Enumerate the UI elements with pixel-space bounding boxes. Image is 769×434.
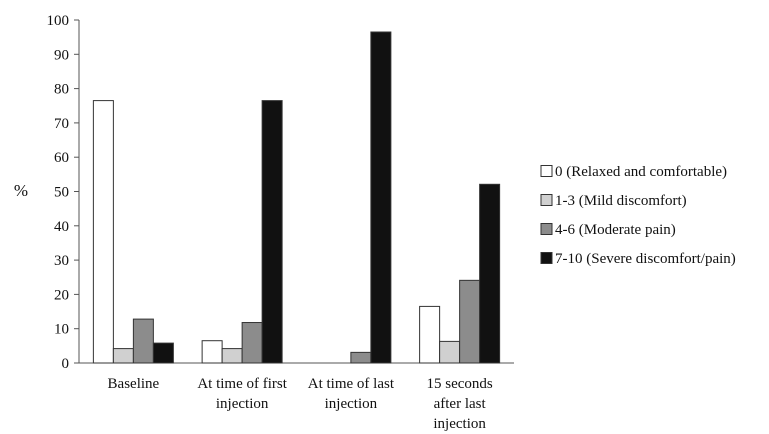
legend-swatch: [540, 223, 553, 235]
bars-group: [92, 31, 501, 364]
bar-3-0: [419, 305, 441, 364]
y-tick-label: 10: [54, 322, 69, 338]
y-axis-label: %: [14, 181, 28, 200]
bar-3-2: [459, 279, 481, 364]
y-tick-label: 60: [54, 150, 69, 166]
bar-3-3: [479, 183, 501, 364]
legend-swatch: [540, 165, 553, 177]
y-tick-label: 80: [54, 82, 69, 98]
bar-2-2: [350, 351, 372, 364]
bar-1-0: [201, 340, 223, 364]
y-tick-label: 70: [54, 116, 69, 132]
axes-group: [74, 19, 514, 364]
y-tick-label: 90: [54, 47, 69, 63]
legend-swatch: [540, 252, 553, 264]
x-category-label: At time of first: [197, 376, 287, 392]
labels-group: 0 10 20 30 40 50 60 70 80 90 100% Baseline At time o…: [14, 13, 493, 432]
bar-0-2: [132, 318, 154, 364]
bar-1-3: [261, 100, 283, 364]
legend-label: 0 (Relaxed and comfortable): [555, 164, 727, 180]
bar-2-3: [370, 31, 392, 364]
bar-0-1: [112, 348, 134, 364]
y-tick-label: 50: [54, 185, 69, 201]
legend-label: 4-6 (Moderate pain): [555, 222, 676, 238]
y-tick-label: 0: [62, 356, 70, 372]
x-category-label: injection: [325, 396, 378, 412]
legend: 0 (Relaxed and comfortable) 1-3 (Mild dis…: [540, 164, 736, 267]
bar-0-0: [92, 100, 114, 364]
y-tick-label: 20: [54, 287, 69, 303]
x-category-label: injection: [216, 396, 269, 412]
x-category-label: injection: [433, 416, 486, 432]
x-category-label: after last: [434, 396, 487, 412]
y-tick-label: 30: [54, 253, 69, 269]
x-category-label: 15 seconds: [427, 376, 493, 392]
legend-label: 7-10 (Severe discomfort/pain): [555, 251, 736, 267]
bar-3-1: [439, 340, 461, 364]
bar-1-2: [241, 322, 263, 364]
bar-1-1: [221, 348, 243, 364]
y-tick-label: 100: [47, 13, 70, 29]
legend-swatch: [540, 194, 553, 206]
legend-label: 1-3 (Mild discomfort): [555, 193, 687, 209]
bar-0-3: [152, 342, 174, 364]
x-category-label: Baseline: [108, 376, 160, 392]
y-tick-label: 40: [54, 219, 69, 235]
x-category-label: At time of last: [308, 376, 395, 392]
